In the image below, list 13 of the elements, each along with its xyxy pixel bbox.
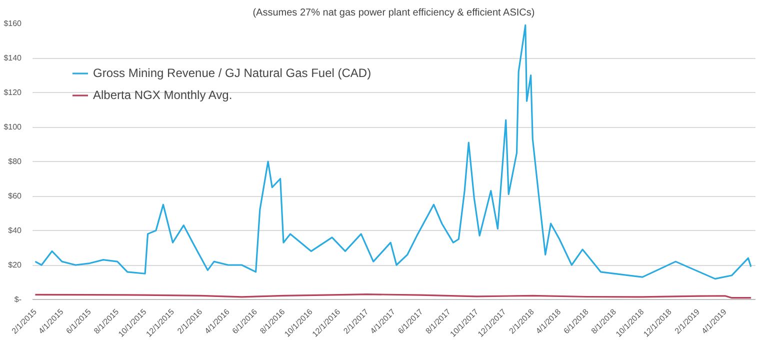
y-tick-label: $60: [8, 192, 22, 200]
y-tick-label: $120: [4, 88, 22, 97]
chart-title: (Assumes 27% nat gas power plant efficiency & efficient ASICs): [252, 8, 535, 18]
y-tick-label: $-: [14, 295, 22, 304]
y-tick-label: $80: [8, 157, 22, 166]
y-tick-label: $40: [8, 226, 22, 235]
line-series: [34, 24, 752, 280]
y-tick-label: $100: [4, 122, 22, 132]
legend-label: Gross Mining Revenue / GJ Natural Gas Fuel (CAD): [93, 66, 372, 80]
y-tick-label: $20: [8, 260, 22, 270]
legend-label: Alberta NGX Monthly Avg.: [93, 88, 232, 102]
y-tick-label: $140: [4, 54, 22, 62]
y-tick-label: $160: [4, 19, 22, 28]
